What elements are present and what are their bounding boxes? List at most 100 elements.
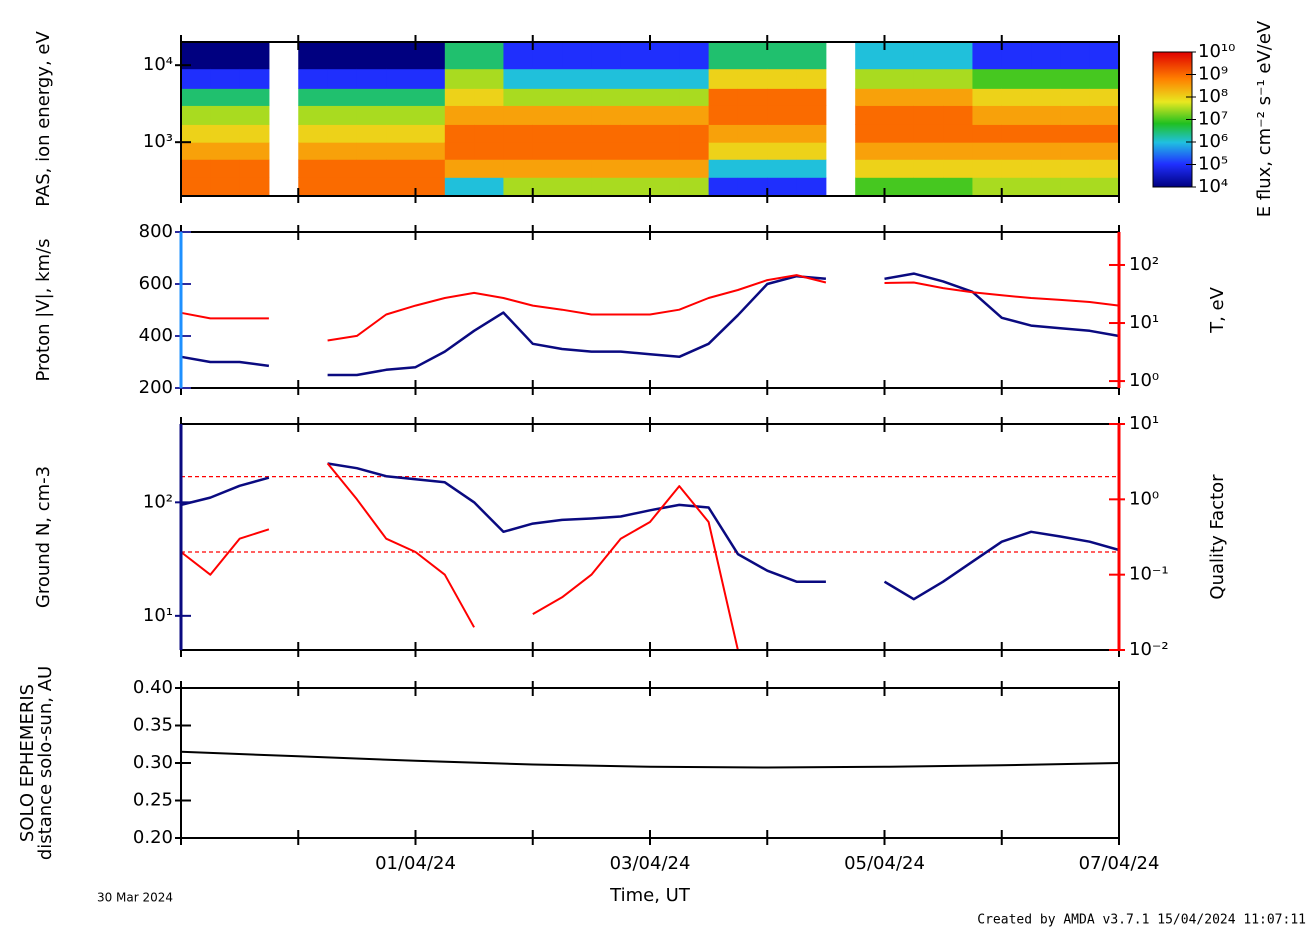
y-axis-label: PAS, ion energy, eV xyxy=(33,31,54,207)
spectrogram-cell xyxy=(767,88,798,106)
spectrogram-cell xyxy=(503,159,534,178)
spectrogram-cell xyxy=(650,142,680,160)
spectrogram-cell xyxy=(1001,68,1032,89)
spectrogram-cell xyxy=(503,42,534,70)
x-tick-label: 03/04/24 xyxy=(610,853,691,874)
spectrogram-cell xyxy=(239,177,270,197)
spectrogram-cell xyxy=(562,42,592,70)
spectrogram-cell xyxy=(503,105,534,125)
spectrogram-cell xyxy=(210,124,241,143)
spectrogram-cell xyxy=(181,159,211,178)
y-tick-label: 10² xyxy=(143,491,173,512)
y-tick-label: 0.35 xyxy=(133,715,173,736)
spectrogram-cell xyxy=(913,42,944,70)
y-axis-label: SOLO EPHEMERIS xyxy=(17,684,38,842)
colorbar xyxy=(1152,51,1193,188)
spectrogram-cell xyxy=(181,177,211,197)
spectrogram-cell xyxy=(708,142,739,160)
spectrogram-cell xyxy=(356,159,387,178)
spectrogram-cell xyxy=(1031,177,1061,197)
spectrogram-cell xyxy=(444,42,475,70)
spectrogram-cell xyxy=(620,42,651,70)
spectrogram-cell xyxy=(913,88,944,106)
spectrogram-cell xyxy=(884,105,915,125)
spectrogram-cell xyxy=(562,142,592,160)
spectrogram-cell xyxy=(503,68,534,89)
start-date: 30 Mar 2024 xyxy=(97,891,173,905)
spectrogram-cell xyxy=(884,88,915,106)
spectrogram-cell xyxy=(767,105,798,125)
spectrogram-cell xyxy=(356,42,387,70)
spectrogram-cell xyxy=(327,142,358,160)
spectrogram-cell xyxy=(591,42,622,70)
spectrogram-cell xyxy=(708,177,739,197)
spectrogram-cell xyxy=(181,68,211,89)
spectrogram-cell xyxy=(415,159,446,178)
spectrogram-cell xyxy=(181,124,211,143)
x-axis-label: Time, UT xyxy=(609,885,691,906)
spectrogram-cell xyxy=(650,177,680,197)
colorbar-tick-label: 10⁵ xyxy=(1198,154,1228,175)
spectrogram-cell xyxy=(298,88,329,106)
spectrogram-cell xyxy=(532,105,563,125)
spectrogram-cell xyxy=(386,124,416,143)
colorbar-tick-label: 10⁸ xyxy=(1198,86,1228,107)
spectrogram-cell xyxy=(239,159,270,178)
spectrogram-cell xyxy=(415,68,446,89)
spectrogram-cell xyxy=(884,159,915,178)
y2-tick-label: 10¹ xyxy=(1129,413,1159,434)
spectrogram-cell xyxy=(679,88,710,106)
credit: Created by AMDA v3.7.1 15/04/2024 11:07:… xyxy=(977,913,1306,928)
spectrogram-cell xyxy=(737,142,768,160)
spectrogram-cell xyxy=(591,159,622,178)
spectrogram-cell xyxy=(1060,68,1091,89)
spectrogram-cell xyxy=(503,88,534,106)
spectrogram-cell xyxy=(913,124,944,143)
spectrogram-cell xyxy=(1001,124,1032,143)
spectrogram-cell xyxy=(239,88,270,106)
y2-tick-label: 10⁻¹ xyxy=(1129,564,1169,585)
spectrogram-cell xyxy=(474,142,504,160)
spectrogram-cell xyxy=(298,68,329,89)
spectrogram-cell xyxy=(1089,42,1120,70)
spectrogram-cell xyxy=(884,68,915,89)
y2-axis-label: T, eV xyxy=(1207,286,1228,334)
spectrogram-cell xyxy=(562,105,592,125)
spectrogram-cell xyxy=(1060,88,1091,106)
spectrogram-cell xyxy=(415,177,446,197)
spectrogram-cell xyxy=(708,42,739,70)
spectrogram-cell xyxy=(1001,42,1032,70)
spectrogram-cell xyxy=(415,142,446,160)
colorbar-tick-label: 10⁹ xyxy=(1198,64,1228,85)
spectrogram-cell xyxy=(356,177,387,197)
spectrogram-cell xyxy=(620,105,651,125)
spectrogram-cell xyxy=(298,124,329,143)
y-tick-label: 400 xyxy=(139,325,173,346)
spectrogram-cell xyxy=(474,42,504,70)
spectrogram-cell xyxy=(884,124,915,143)
spectrogram-cell xyxy=(767,177,798,197)
spectrogram-cell xyxy=(679,68,710,89)
spectrogram-cell xyxy=(1060,124,1091,143)
spectrogram-cell xyxy=(181,88,211,106)
spectrogram-cell xyxy=(474,159,504,178)
spectrogram-cell xyxy=(650,159,680,178)
spectrogram-cell xyxy=(796,124,827,143)
spectrogram-cell xyxy=(327,42,358,70)
spectrogram-cell xyxy=(1001,177,1032,197)
spectrogram-cell xyxy=(532,177,563,197)
x-tick-label: 01/04/24 xyxy=(375,853,456,874)
spectrogram-cell xyxy=(239,68,270,89)
colorbar-tick-label: 10⁷ xyxy=(1198,109,1228,130)
spectrogram-cell xyxy=(239,105,270,125)
spectrogram-cell xyxy=(913,177,944,197)
spectrogram-cell xyxy=(650,124,680,143)
spectrogram-cell xyxy=(386,142,416,160)
spectrogram-cell xyxy=(767,124,798,143)
spectrogram-cell xyxy=(943,42,973,70)
spectrogram-cell xyxy=(855,177,885,197)
spectrogram-cell xyxy=(1089,124,1120,143)
spectrogram-cell xyxy=(767,68,798,89)
panel-frame xyxy=(180,231,1120,389)
spectrogram-cell xyxy=(855,42,885,70)
